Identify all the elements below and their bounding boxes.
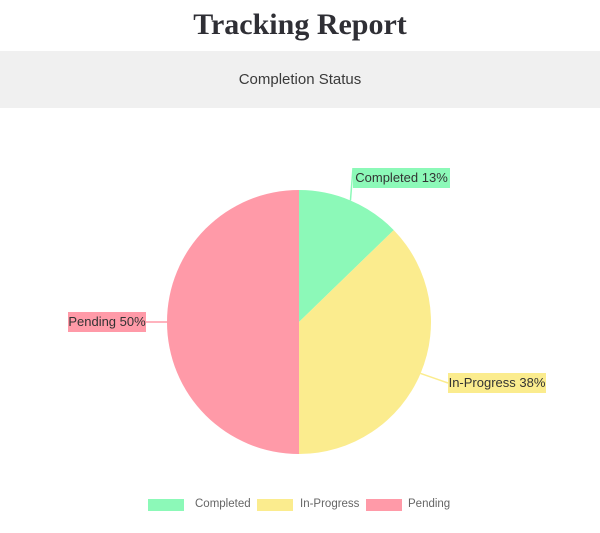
svg-text:Pending 50%: Pending 50% (68, 314, 146, 329)
svg-text:In-Progress 38%: In-Progress 38% (449, 375, 546, 390)
svg-text:Completed 13%: Completed 13% (355, 170, 448, 185)
